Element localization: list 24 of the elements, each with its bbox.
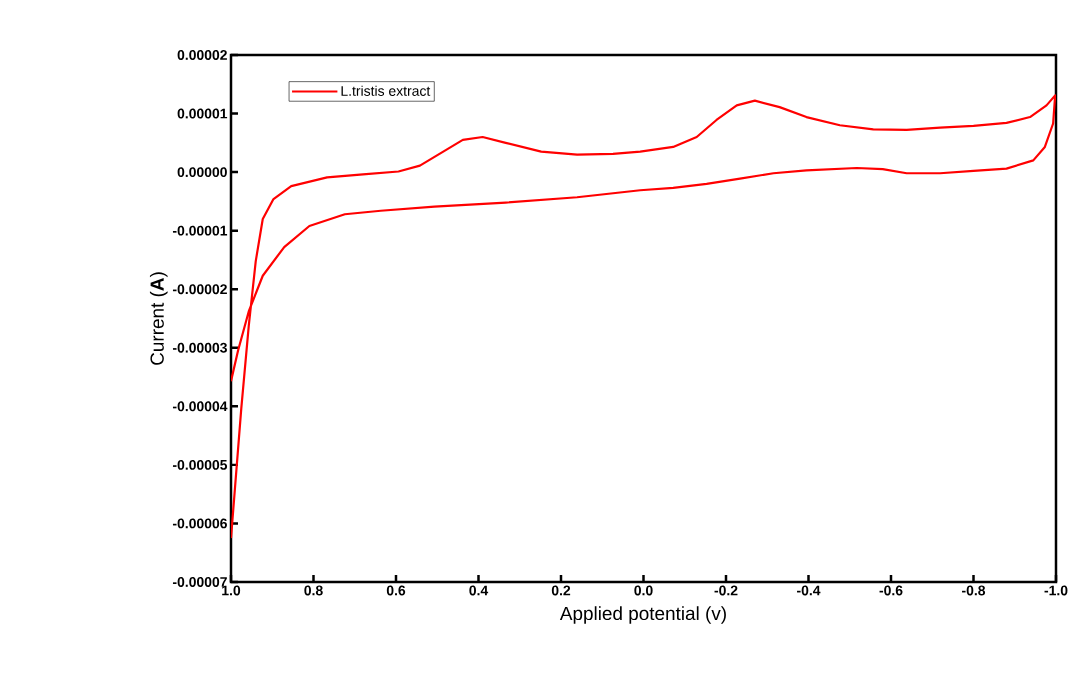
y-tick-label: 0.00002: [177, 50, 227, 60]
y-tick-label: -0.00004: [172, 401, 228, 412]
y-axis-title: Current (A): [149, 272, 168, 365]
y-tick-label: -0.00001: [172, 225, 228, 236]
y-tick-label: -0.00002: [172, 284, 227, 295]
y-tick-label: 0.00001: [177, 108, 228, 119]
x-tick-label: 0.4: [469, 585, 489, 596]
x-tick-label: -1.0: [1044, 585, 1068, 596]
y-tick-label: 0.00000: [177, 167, 227, 178]
x-tick-label: -0.4: [797, 585, 821, 596]
x-tick-label: -0.2: [714, 585, 738, 596]
x-tick-label: -0.6: [879, 585, 903, 596]
x-tick-label: 0.8: [304, 585, 323, 596]
x-tick-label: 0.2: [551, 585, 571, 596]
y-tick-label: -0.00007: [172, 577, 227, 587]
x-tick-label: 0.0: [634, 585, 653, 596]
y-tick-label: -0.00006: [172, 518, 227, 529]
legend-label: L.tristis extract: [341, 85, 431, 96]
y-tick-label: -0.00005: [172, 459, 228, 470]
y-tick-label: -0.00003: [172, 342, 227, 353]
x-axis-title: Applied potential (v): [559, 606, 726, 624]
x-tick-label: -0.8: [962, 585, 986, 596]
x-tick-label: 1.0: [222, 585, 241, 596]
x-tick-label: 0.6: [386, 585, 406, 596]
